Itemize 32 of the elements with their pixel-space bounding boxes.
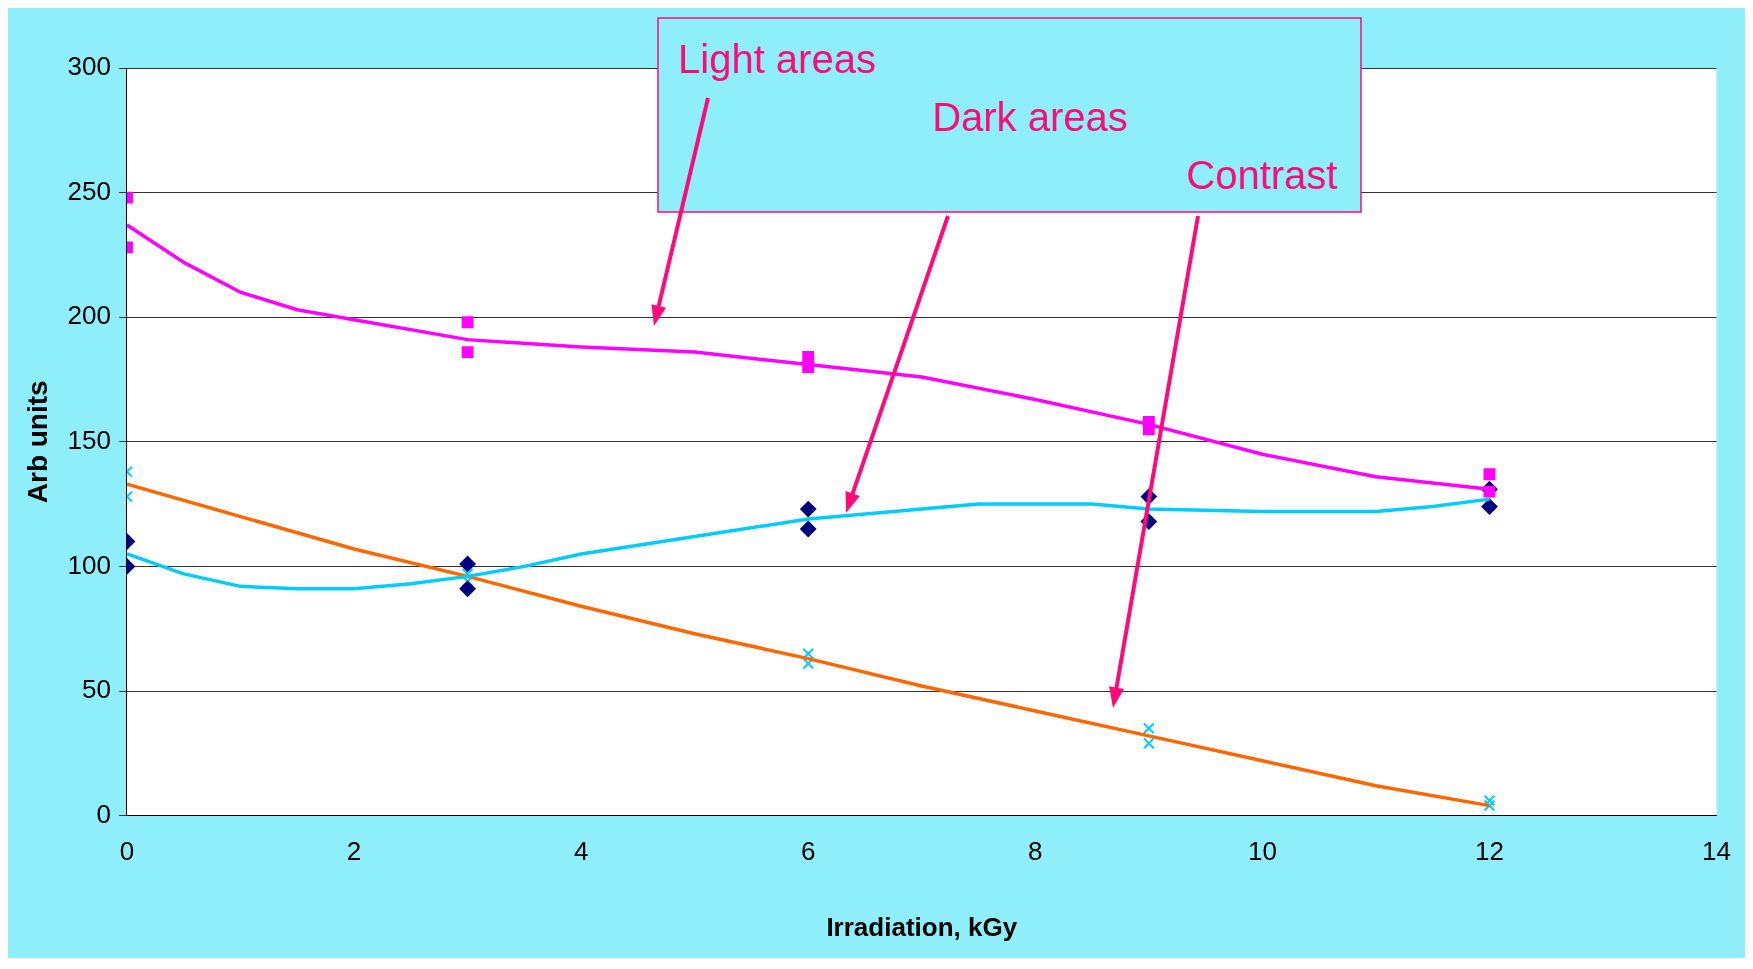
y-tick-label: 0	[96, 798, 111, 829]
y-axis-title: Arb units	[21, 380, 53, 504]
y-tick-label: 100	[67, 549, 111, 580]
point	[800, 521, 817, 538]
y-tick-label: 200	[67, 300, 111, 331]
x-tick-label: 0	[119, 836, 135, 867]
annotation: Light areas	[678, 37, 876, 81]
point	[1483, 799, 1496, 812]
y-tick-label: 150	[67, 424, 111, 455]
annotation: Dark areas	[932, 95, 1128, 139]
point	[1481, 498, 1498, 515]
point	[1483, 794, 1496, 807]
x-tick-label: 2	[346, 836, 362, 867]
x-axis-title: Irradiation, kGy	[826, 911, 1018, 942]
x-tick-label: 12	[1475, 836, 1504, 867]
x-tick-label: 10	[1247, 836, 1277, 867]
point	[459, 555, 476, 572]
point	[1142, 722, 1155, 735]
x-tick-label: 4	[573, 836, 589, 867]
y-tick-label: 50	[82, 674, 111, 705]
annotation: Contrast	[1186, 153, 1338, 197]
point	[459, 580, 476, 597]
point	[800, 501, 817, 518]
x-tick-label: 6	[800, 836, 816, 867]
x-tick-label: 8	[1028, 836, 1043, 867]
x-tick-label: 14	[1702, 836, 1731, 867]
y-tick-label: 250	[67, 175, 111, 206]
point	[461, 316, 474, 329]
y-tick-label: 300	[67, 51, 111, 82]
point	[461, 346, 474, 359]
point	[1142, 737, 1155, 750]
point	[1483, 468, 1496, 481]
